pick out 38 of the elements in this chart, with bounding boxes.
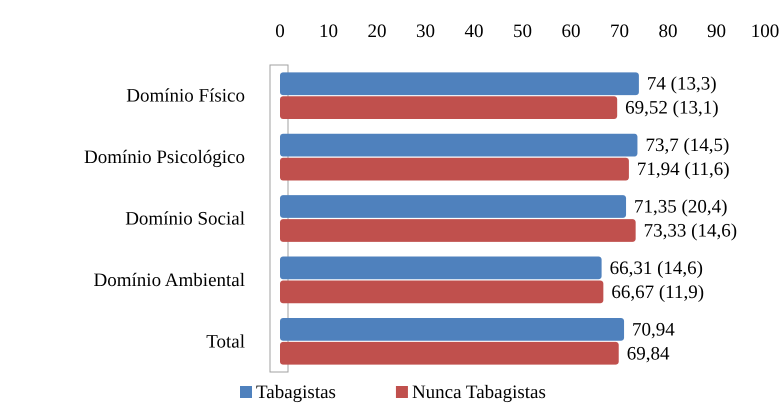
bar (280, 96, 618, 120)
bar (280, 342, 619, 365)
data-label: 74 (13,3) (646, 74, 717, 95)
x-tick-label: 100 (750, 21, 779, 42)
legend-label: Nunca Tabagistas (412, 382, 546, 403)
data-label: 70,94 (632, 319, 676, 340)
bar (280, 280, 604, 304)
legend-label: Tabagistas (256, 382, 336, 403)
x-tick-label: 50 (513, 21, 532, 42)
bar (280, 318, 624, 341)
data-label: 71,35 (20,4) (634, 196, 728, 218)
y-tick-label: Domínio Psicológico (84, 147, 245, 168)
x-tick-label: 80 (658, 21, 678, 42)
x-tick-label: 70 (610, 21, 629, 42)
y-tick-label: Total (206, 331, 245, 352)
data-label: 71,94 (11,6) (636, 159, 730, 180)
bar (280, 134, 638, 156)
x-tick-label: 40 (464, 21, 484, 42)
data-label: 69,84 (626, 343, 670, 364)
data-label: 73,33 (14,6) (644, 220, 738, 242)
data-label: 66,67 (11,9) (611, 282, 704, 303)
bar (280, 158, 629, 180)
y-tick-label: Domínio Social (125, 208, 245, 230)
y-tick-label: Domínio Físico (126, 86, 245, 107)
y-tick-label: Domínio Ambiental (94, 270, 245, 291)
x-tick-label: 20 (368, 21, 386, 42)
x-tick-label: 0 (275, 21, 285, 42)
x-tick-label: 60 (562, 21, 580, 42)
x-tick-label: 90 (707, 21, 726, 42)
data-label: 66,31 (14,6) (610, 258, 704, 279)
data-label: 69,52 (13,1) (625, 98, 719, 119)
data-label: 73,7 (14,5) (645, 135, 730, 156)
x-tick-label: 10 (319, 21, 338, 42)
x-tick-label: 30 (416, 21, 435, 42)
bar (280, 256, 602, 280)
bar (280, 72, 639, 96)
bar (280, 219, 636, 242)
bar (280, 195, 626, 218)
